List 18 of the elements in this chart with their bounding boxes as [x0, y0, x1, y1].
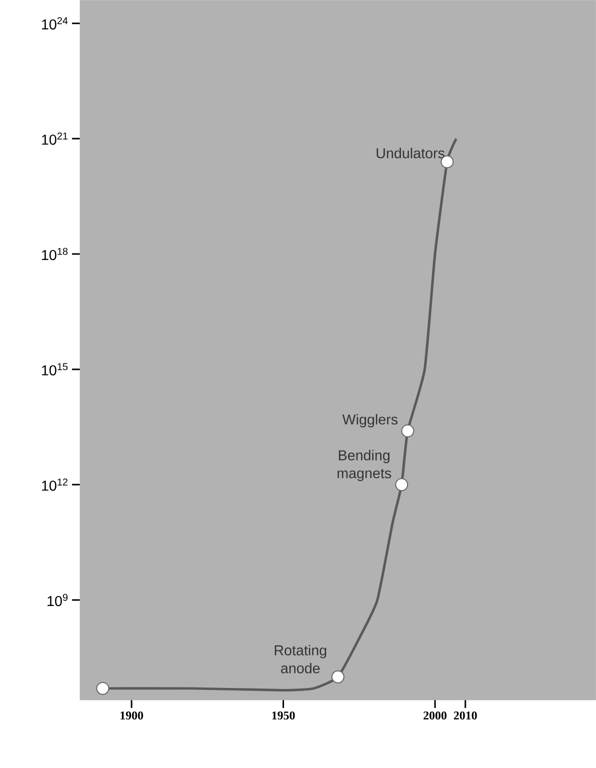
annotation: Rotating anode — [274, 644, 326, 674]
x-tick-label: 2010 — [454, 711, 477, 720]
x-tick-label: 2000 — [424, 711, 446, 720]
point — [395, 478, 408, 492]
y-tick-label: 10$^{12}$ — [42, 478, 68, 491]
point — [96, 682, 110, 695]
annotation: Undulators — [376, 148, 444, 158]
x-tick-label: 1950 — [272, 711, 295, 720]
y-tick-label: 10$^{15}$ — [42, 363, 68, 376]
y-tick-label: 10$^{21}$ — [42, 132, 68, 145]
y-tick-label: 10$^{9}$ — [48, 594, 68, 606]
annotation: Bending magnets — [338, 450, 392, 482]
x-tick-label: 1900 — [120, 711, 144, 720]
point — [331, 670, 344, 684]
annotation: Wigglers — [342, 414, 398, 428]
point — [401, 424, 414, 438]
y-tick-label: 10$^{24}$ — [42, 17, 68, 30]
y-tick-label: 10$^{18}$ — [42, 248, 68, 260]
